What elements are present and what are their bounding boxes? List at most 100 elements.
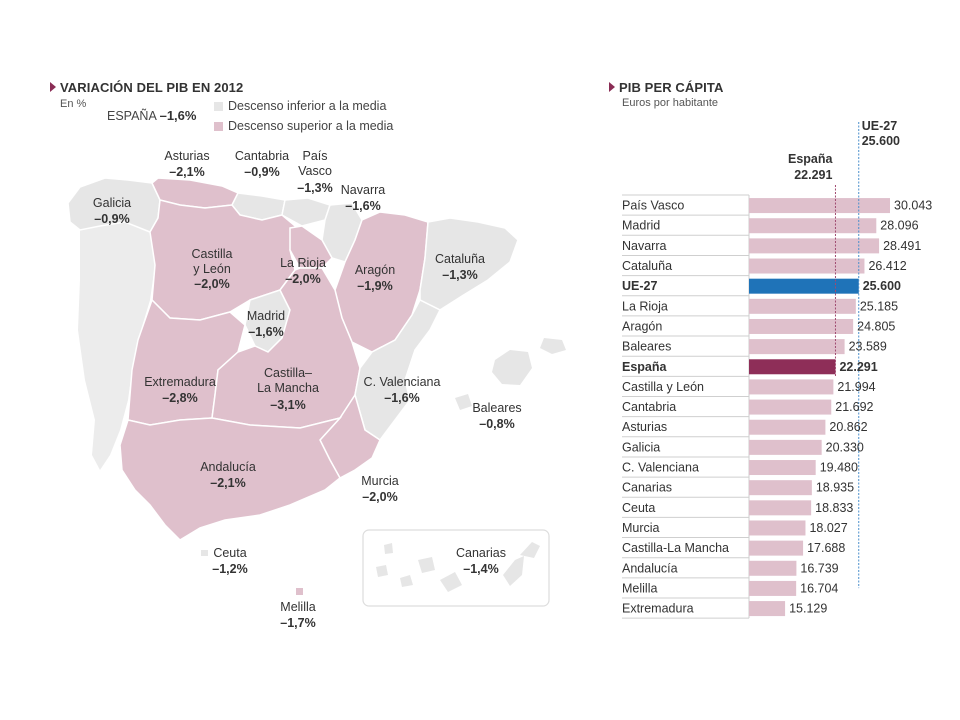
bar [749,520,806,536]
map-subtitle: En % [60,98,87,110]
label-canarias-name: Canarias [456,546,506,560]
ref-es-value: 22.291 [794,168,832,182]
legend-swatch-superior [214,122,223,131]
bar-subtitle: Euros por habitante [622,97,719,109]
bar [749,540,804,556]
bar [749,560,797,576]
region-baleares-shape-2 [540,338,566,354]
label-asturias-value: –2,1% [169,165,204,179]
title-marker-icon [50,82,56,92]
bar [749,218,877,234]
bar [749,359,836,375]
label-murcia-value: –2,0% [362,490,397,504]
bar-category-label: Andalucía [622,561,678,575]
label-melilla-value: –1,7% [280,616,315,630]
bar-category-label: Cantabria [622,400,676,414]
region-canarias-shape-7 [520,542,540,558]
label-madrid-value: –1,6% [248,325,283,339]
bar-category-label: Murcia [622,521,660,535]
bar-marks [749,198,890,617]
bar-category-label: Madrid [622,219,660,233]
bar-category-label: Melilla [622,581,657,595]
bar-category-label: Navarra [622,239,667,253]
label-baleares-value: –0,8% [479,417,514,431]
bar-category-label: UE-27 [622,279,657,293]
label-pais-vasco-value: –1,3% [297,181,332,195]
bar-value-label: 19.480 [820,461,858,475]
label-canarias-value: –1,4% [463,562,498,576]
bar-value-label: 18.027 [809,521,847,535]
bar-value-label: 18.935 [816,481,854,495]
label-c-valenciana-name: C. Valenciana [364,375,441,389]
label-extremadura-name: Extremadura [144,375,216,389]
bar-value-label: 24.805 [857,319,895,333]
bar-value-label: 22.291 [839,360,877,374]
bar-category-label: Ceuta [622,501,655,515]
region-canarias-shape-4 [418,557,435,573]
map-title: VARIACIÓN DEL PIB EN 2012 [50,80,243,95]
region-canarias-shape-5 [440,572,462,592]
label-c-valenciana-value: –1,6% [384,391,419,405]
region-canarias-shape-3 [400,575,413,587]
bar-value-label: 21.994 [837,380,875,394]
label-andalucia-value: –2,1% [210,476,245,490]
region-canarias-shape-6 [503,556,524,586]
bar-labels: País Vasco 30.043 Madrid 28.096 Navarra 28.49… [622,199,932,616]
bar [749,318,854,334]
bar [749,439,822,455]
bar-value-label: 28.096 [880,219,918,233]
bar-value-label: 15.129 [789,602,827,616]
label-ceuta-name: Ceuta [213,546,246,560]
bar-value-label: 18.833 [815,501,853,515]
label-melilla-name: Melilla [280,600,315,614]
bar-value-label: 30.043 [894,199,932,213]
label-extremadura-value: –2,8% [162,391,197,405]
label-cantabria-name: Cantabria [235,149,289,163]
reference-lines [834,122,860,589]
label-castilla-y-leon-name-2: y León [193,262,231,276]
bar-category-label: Canarias [622,481,672,495]
bar [749,258,865,274]
bar-value-label: 20.330 [826,440,864,454]
label-asturias-name: Asturias [164,149,209,163]
legend-swatch-inferior [214,102,223,111]
region-canarias-shape-2 [384,543,393,554]
bar-category-label: Asturias [622,420,667,434]
bar-value-label: 23.589 [849,340,887,354]
label-galicia-value: –0,9% [94,212,129,226]
ref-ue-value: 25.600 [862,134,900,148]
region-baleares-shape-3 [455,394,472,410]
label-navarra-name: Navarra [341,183,386,197]
bar-value-label: 26.412 [868,259,906,273]
bar [749,238,880,254]
bar-title-text: PIB PER CÁPITA [619,80,724,95]
label-aragon-value: –1,9% [357,279,392,293]
bar [749,601,786,617]
label-baleares-name: Baleares [472,401,521,415]
bar-title: PIB PER CÁPITA [609,80,723,95]
bar [749,339,845,355]
legend-label-inferior: Descenso inferior a la media [228,99,387,113]
spain-total: ESPAÑA –1,6% [107,108,196,123]
portugal-shape [78,222,155,470]
bar-value-label: 17.688 [807,541,845,555]
bar-category-label: Extremadura [622,602,694,616]
bar [749,419,826,435]
bar-category-label: Galicia [622,440,660,454]
spain-total-value: –1,6% [159,108,197,123]
bar [749,580,797,596]
bar-category-label: La Rioja [622,299,668,313]
bar [749,298,856,314]
canarias-inset-frame [362,529,550,607]
spain-total-label: ESPAÑA [107,109,157,123]
bar-value-label: 21.692 [835,400,873,414]
bar-category-label: Castilla-La Mancha [622,541,729,555]
region-melilla-marker [296,588,303,595]
bar-value-label: 16.704 [800,581,838,595]
bar-value-label: 20.862 [829,420,867,434]
bar [749,500,812,516]
bar-value-label: 25.185 [860,299,898,313]
region-la-rioja [289,225,333,269]
label-cataluna-value: –1,3% [442,268,477,282]
